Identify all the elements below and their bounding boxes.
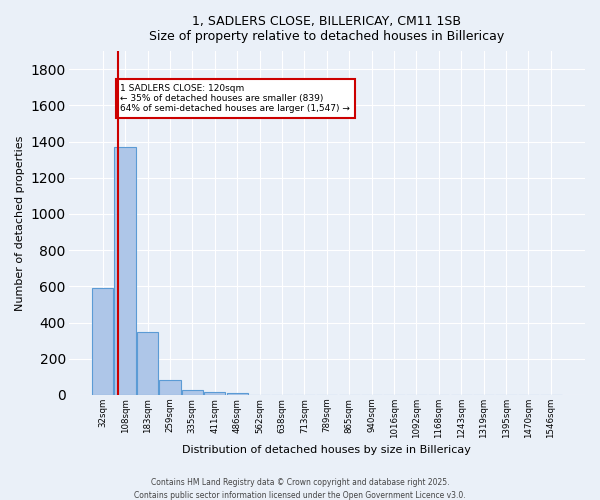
Bar bbox=[92, 288, 113, 395]
Bar bbox=[115, 147, 136, 395]
Bar bbox=[227, 394, 248, 395]
X-axis label: Distribution of detached houses by size in Billericay: Distribution of detached houses by size … bbox=[182, 445, 471, 455]
Bar bbox=[204, 392, 226, 395]
Y-axis label: Number of detached properties: Number of detached properties bbox=[15, 136, 25, 310]
Text: Contains HM Land Registry data © Crown copyright and database right 2025.
Contai: Contains HM Land Registry data © Crown c… bbox=[134, 478, 466, 500]
Bar bbox=[182, 390, 203, 395]
Bar bbox=[159, 380, 181, 395]
Text: 1 SADLERS CLOSE: 120sqm
← 35% of detached houses are smaller (839)
64% of semi-d: 1 SADLERS CLOSE: 120sqm ← 35% of detache… bbox=[120, 84, 350, 114]
Bar bbox=[137, 332, 158, 395]
Title: 1, SADLERS CLOSE, BILLERICAY, CM11 1SB
Size of property relative to detached hou: 1, SADLERS CLOSE, BILLERICAY, CM11 1SB S… bbox=[149, 15, 505, 43]
